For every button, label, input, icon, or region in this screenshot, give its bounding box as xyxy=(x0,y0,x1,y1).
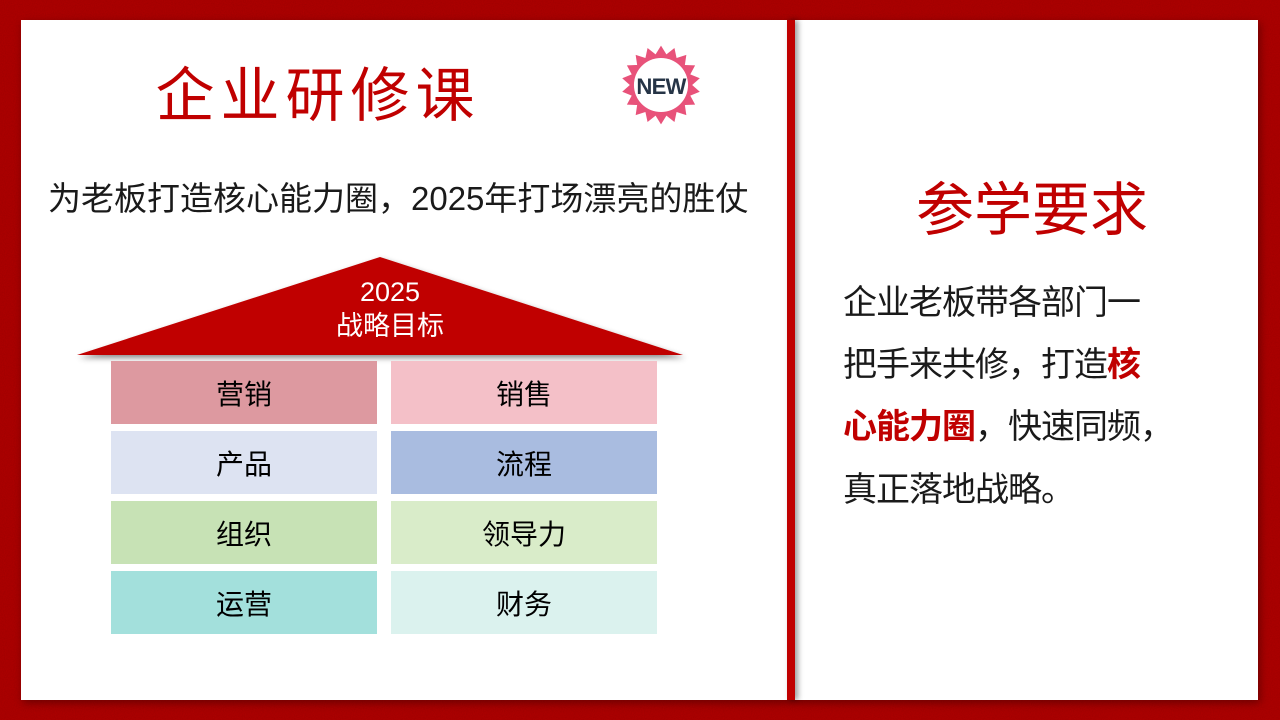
svg-text:NEW: NEW xyxy=(636,74,686,99)
